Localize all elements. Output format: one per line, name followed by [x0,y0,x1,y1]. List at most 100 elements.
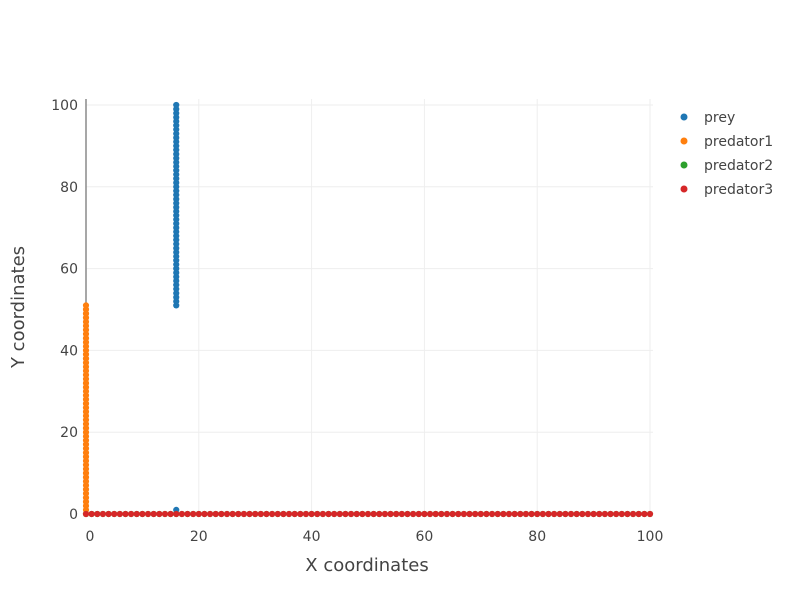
x-tick-label: 0 [86,529,95,545]
predator3-point [483,510,490,518]
predator3-point [201,510,208,518]
predator3-point [99,510,107,518]
predator3-point [579,510,586,518]
predator3-point [601,510,608,518]
y-tick-labels: 0 20 40 60 80 100 [51,98,78,523]
predator3-point [150,510,157,518]
legend-item-predator3[interactable]: predator3 [680,182,774,198]
predator3-point [545,510,552,518]
predator3-point [291,510,298,518]
predator3-point [376,510,383,518]
predator1-point [82,302,90,309]
predator3-point [235,510,242,518]
predator3-point [359,510,366,518]
predator3-point [624,510,631,518]
predator3-point [122,510,129,518]
y-tick-label: 40 [60,343,78,359]
predator3-point [426,510,434,518]
x-tick-label: 100 [637,529,664,545]
predator3-point [240,510,248,518]
predator3-point [556,510,563,518]
predator3-point [528,510,535,518]
predator3-point [460,510,467,518]
predator3-point [252,510,259,518]
predator3-point [573,510,580,518]
predator3-point [257,510,264,518]
predator3-point [505,510,513,518]
predator3-point [404,510,411,518]
predator3-point [297,510,304,518]
predator3-point [370,510,377,518]
predator3-point [82,510,90,518]
predator3-point [432,510,439,518]
predator3-point [438,510,445,518]
legend-item-prey[interactable]: prey [680,110,736,126]
predator3-point [353,510,360,518]
predator3-point [443,510,451,518]
predator3-point [539,510,546,518]
predator3-point [517,510,524,518]
predator3-point [500,510,507,518]
prey-point [173,101,180,109]
predator3-point [274,510,281,518]
predator3-point [116,510,123,518]
predator3-point [646,510,654,518]
predator3-point [494,510,501,518]
legend-marker [680,185,688,193]
x-tick-label: 20 [190,529,208,545]
predator3-point [246,510,253,518]
x-tick-label: 40 [303,529,321,545]
legend-label: predator2 [704,158,773,174]
predator3-point [94,510,101,518]
predator3-point [534,510,541,518]
predator3-point [551,510,558,518]
x-tick-label: 60 [415,529,433,545]
predator3-point [607,510,614,518]
predator3-point [613,510,620,518]
legend-marker [680,137,688,145]
predator3-point [455,510,462,518]
predator3-point [596,510,603,518]
predator3-point [347,510,355,518]
predator3-point [133,510,140,518]
predator3-point [393,510,400,518]
predator3-point [415,510,422,518]
legend-item-predator2[interactable]: predator2 [680,158,774,174]
predator3-point [618,510,625,518]
predator3-point [144,510,152,518]
predator3-point [477,510,484,518]
predator3-point [381,510,389,518]
predator3-point [472,510,479,518]
predator3-point [387,510,394,518]
predator3-point [218,510,225,518]
legend-label: prey [704,110,735,126]
predator3-point [139,510,146,518]
predator3-point [285,510,293,518]
predator3-point [522,510,530,518]
predator3-point [156,510,163,518]
predator3-point [421,510,428,518]
predator3-point [167,510,174,518]
y-tick-label: 80 [60,180,78,196]
legend-label: predator3 [704,182,773,198]
predator3-point [336,510,343,518]
predator3-point [212,510,219,518]
predator3-point [331,510,338,518]
predator3-point [562,510,569,518]
predator3-point [111,510,118,518]
predator3-point [190,510,197,518]
predator3-point [449,510,456,518]
predator3-point [184,510,191,518]
predator3-point [488,510,496,518]
predator3-point [269,510,276,518]
y-tick-label: 20 [60,425,78,441]
predator3-point [308,510,315,518]
y-tick-label: 100 [51,98,78,114]
predator3-point [302,510,310,518]
y-tick-label: 60 [60,262,78,278]
predator3-point [105,510,112,518]
predator3-point [280,510,287,518]
legend-item-predator1[interactable]: predator1 [680,134,774,150]
